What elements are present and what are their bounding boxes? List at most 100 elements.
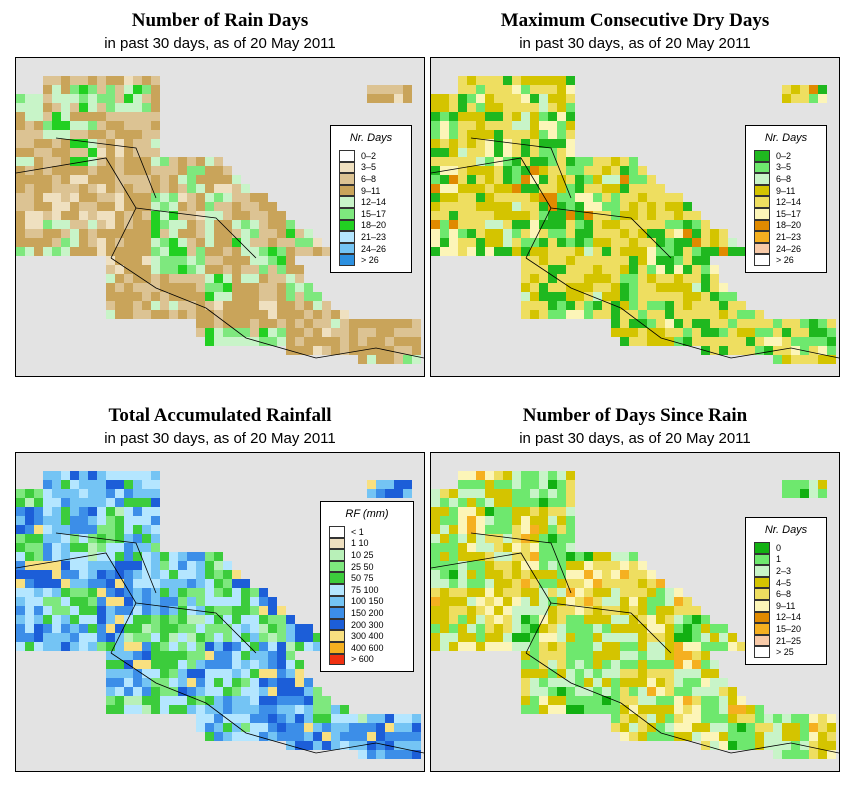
map-cell — [124, 642, 133, 651]
map-cell — [79, 130, 88, 139]
map-cell — [575, 606, 584, 615]
map-cell — [304, 238, 313, 247]
map-cell — [746, 705, 755, 714]
map-cell — [584, 175, 593, 184]
map-cell — [295, 678, 304, 687]
map-cell — [178, 256, 187, 265]
map-cell — [52, 238, 61, 247]
map-cell — [467, 220, 476, 229]
map-cell — [178, 274, 187, 283]
map-cell — [61, 121, 70, 130]
map-cell — [25, 543, 34, 552]
map-cell — [755, 732, 764, 741]
map-cell — [611, 552, 620, 561]
map-cell — [647, 705, 656, 714]
map-cell — [151, 94, 160, 103]
map-cell — [79, 624, 88, 633]
map-cell — [611, 615, 620, 624]
map-cell — [106, 561, 115, 570]
map-cell — [142, 274, 151, 283]
map-cell — [548, 579, 557, 588]
legend-label: 18–20 — [776, 220, 802, 231]
map-cell — [151, 202, 160, 211]
map-cell — [169, 669, 178, 678]
map-cell — [277, 319, 286, 328]
map-cell — [539, 651, 548, 660]
map-cell — [566, 76, 575, 85]
map-cell — [647, 669, 656, 678]
map-cell — [683, 292, 692, 301]
map-cell — [259, 274, 268, 283]
map-cell — [575, 202, 584, 211]
legend-label: 0–2 — [776, 150, 792, 161]
panel-title: Total Accumulated Rainfall — [108, 405, 332, 426]
map-cell — [52, 85, 61, 94]
map-cell — [602, 274, 611, 283]
map-cell — [683, 301, 692, 310]
map-cell — [485, 570, 494, 579]
map-cell — [728, 247, 737, 256]
map-cell — [593, 651, 602, 660]
map-cell — [593, 669, 602, 678]
map-cell — [277, 723, 286, 732]
map-cell — [701, 642, 710, 651]
map-cell — [133, 85, 142, 94]
map-cell — [43, 202, 52, 211]
map-cell — [602, 588, 611, 597]
map-cell — [602, 211, 611, 220]
map-cell — [692, 256, 701, 265]
map-cell — [43, 552, 52, 561]
map-cell — [70, 624, 79, 633]
map-cell — [160, 705, 169, 714]
map-cell — [656, 202, 665, 211]
map-cell — [241, 328, 250, 337]
map-cell — [566, 633, 575, 642]
map-cell — [142, 660, 151, 669]
map-cell — [133, 597, 142, 606]
map-cell — [412, 723, 421, 732]
map-cell — [449, 561, 458, 570]
map-cell — [61, 166, 70, 175]
map-cell — [133, 480, 142, 489]
legend-item: 12–14 — [339, 196, 403, 208]
map-cell — [566, 543, 575, 552]
map-cell — [656, 723, 665, 732]
map-cell — [214, 301, 223, 310]
map-cell — [476, 157, 485, 166]
map-cell — [503, 76, 512, 85]
map-cell — [70, 489, 79, 498]
map-cell — [16, 579, 25, 588]
map-cell — [106, 696, 115, 705]
map-cell — [241, 732, 250, 741]
map-cell — [142, 292, 151, 301]
map-cell — [746, 714, 755, 723]
map-cell — [647, 238, 656, 247]
map-cell — [512, 552, 521, 561]
map-cell — [358, 355, 367, 364]
map-cell — [178, 247, 187, 256]
map-cell — [629, 588, 638, 597]
map-cell — [431, 157, 440, 166]
map-cell — [674, 660, 683, 669]
map-cell — [205, 624, 214, 633]
map-cell — [548, 516, 557, 525]
map-cell — [710, 642, 719, 651]
map-cell — [232, 310, 241, 319]
map-cell — [169, 696, 178, 705]
map-cell — [241, 229, 250, 238]
map-cell — [43, 121, 52, 130]
map-cell — [205, 561, 214, 570]
map-cell — [286, 651, 295, 660]
map-cell — [611, 597, 620, 606]
map-cell — [566, 687, 575, 696]
map-cell — [169, 651, 178, 660]
map-cell — [548, 561, 557, 570]
map-cell — [539, 193, 548, 202]
map-cell — [196, 714, 205, 723]
map-cell — [485, 238, 494, 247]
map-cell — [52, 516, 61, 525]
map-cell — [223, 274, 232, 283]
map-cell — [521, 678, 530, 687]
map-cell — [151, 211, 160, 220]
map-cell — [61, 175, 70, 184]
